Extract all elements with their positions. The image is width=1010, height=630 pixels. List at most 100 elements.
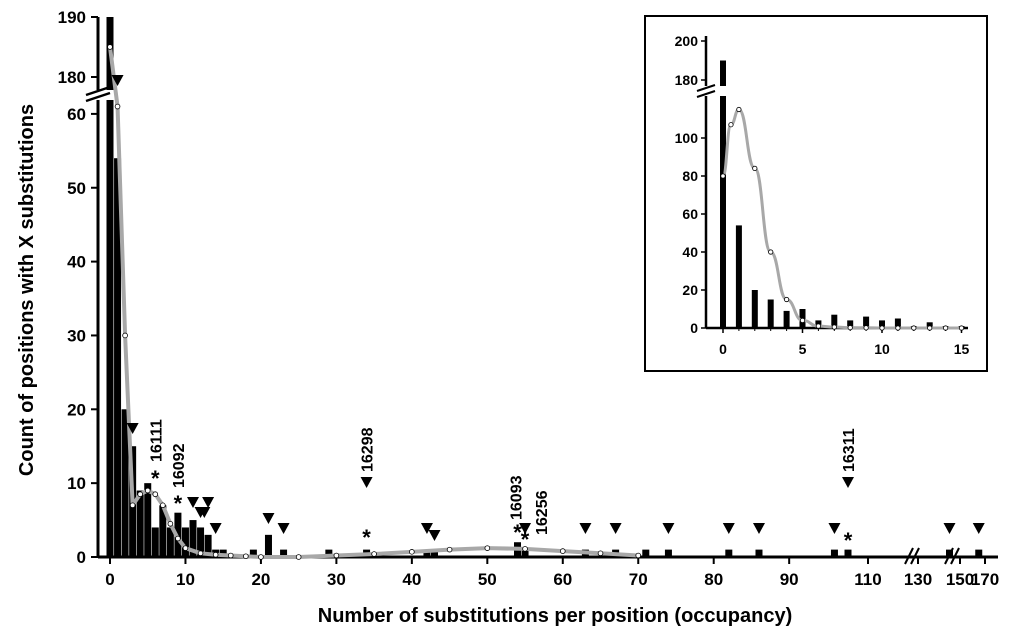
main-asterisk-marker: * (844, 528, 853, 553)
main-triangle-marker (972, 523, 985, 534)
inset-y-tick-label: 20 (682, 282, 698, 298)
main-bar (844, 549, 852, 557)
inset-bar (720, 96, 726, 328)
main-bar (642, 549, 650, 557)
inset-y-tick-label: 40 (682, 244, 698, 260)
main-x-tick-label: 70 (629, 570, 648, 589)
main-bar (144, 483, 152, 557)
main-fit-point (107, 44, 113, 50)
main-triangle-marker (519, 523, 532, 534)
main-fit-point (243, 553, 249, 560)
main-asterisk-marker: * (513, 520, 522, 545)
main-fit-point (371, 551, 377, 557)
main-x-tick-label: 10 (176, 570, 195, 589)
main-site-annotation: 16256 (534, 490, 551, 535)
main-triangle-marker (198, 507, 211, 518)
inset-y-tick-label: 80 (682, 168, 698, 184)
inset-bar (847, 320, 854, 328)
main-bar (264, 534, 272, 557)
main-fit-point (409, 549, 415, 555)
main-triangle-marker (828, 523, 841, 534)
inset-y-tick-label: 0 (690, 320, 698, 336)
main-x-break-mark (904, 547, 914, 565)
inset-bar (879, 320, 885, 328)
main-fit-point (635, 552, 642, 559)
main-bar (423, 549, 431, 557)
inset-chart: 0 20 40 60 80 100 180 200 0 5 10 15 (644, 15, 988, 372)
inset-bar (926, 322, 933, 328)
main-y-tick-label: 190 (58, 8, 86, 27)
main-triangle-marker (609, 523, 622, 534)
main-site-annotation: 16111 (148, 419, 165, 462)
inset-fit-point (736, 106, 742, 113)
inset-y-break-mark (696, 84, 716, 92)
main-x-tick-label: 150 (946, 570, 974, 589)
inset-fit-point (847, 325, 853, 331)
inset-y-tick-label: 200 (675, 33, 699, 49)
main-triangle-marker (428, 530, 441, 541)
main-triangle-marker (579, 523, 592, 534)
inset-fit-point (895, 325, 901, 331)
main-triangle-marker (662, 523, 675, 534)
main-bar (181, 527, 189, 557)
main-triangle-marker (262, 513, 275, 524)
main-bar (204, 534, 212, 557)
main-x-tick-label: 60 (553, 570, 572, 589)
main-y-break-mark (85, 85, 111, 97)
inset-bar (894, 318, 901, 328)
inset-fit-point (768, 249, 774, 255)
inset-fit-point (831, 324, 837, 330)
main-triangle-marker (360, 477, 373, 488)
inset-bar (767, 299, 774, 328)
inset-fit-point (958, 325, 965, 331)
main-x-tick-label: 0 (105, 570, 114, 589)
main-asterisk-marker: * (174, 491, 183, 516)
main-bar (189, 520, 197, 557)
main-triangle-marker (752, 523, 765, 534)
main-triangle-marker (277, 523, 290, 534)
inset-fit-point (942, 325, 949, 331)
inset-frame (644, 15, 988, 372)
main-fit-point (446, 546, 453, 553)
main-y-tick-label: 40 (67, 253, 86, 272)
main-bar (121, 409, 129, 557)
main-bar (664, 549, 672, 557)
inset-x-tick-label: 10 (874, 341, 890, 357)
inset-y-tick-label: 100 (675, 130, 699, 146)
main-triangle-marker (420, 523, 433, 534)
main-fit-point (559, 548, 566, 554)
main-bar (114, 158, 122, 557)
inset-bar (863, 316, 870, 328)
main-bar (106, 100, 114, 557)
inset-bar (751, 290, 758, 328)
inset-y-break-mark (696, 90, 716, 98)
inset-fit-point (728, 122, 734, 128)
main-site-annotation: 16311 (841, 428, 858, 472)
main-x-tick-label: 90 (780, 570, 799, 589)
inset-x-tick-label: 5 (799, 341, 807, 357)
main-x-tick-label: 50 (478, 570, 497, 589)
main-fit-point (122, 332, 128, 339)
main-x-tick-label: 40 (402, 570, 421, 589)
main-bar (136, 490, 144, 557)
inset-bar (720, 60, 726, 86)
inset-fit-point (879, 325, 885, 331)
main-x-tick-label: 170 (971, 570, 999, 589)
main-triangle-marker (722, 523, 735, 534)
main-fit-point (175, 535, 181, 542)
main-bar (325, 549, 333, 557)
main-fit-point (182, 545, 189, 551)
main-bar (830, 549, 838, 557)
main-site-annotation: 16298 (360, 427, 377, 472)
main-fit-point (597, 550, 604, 557)
main-x-tick-label: 20 (251, 570, 270, 589)
main-fit-point (212, 551, 219, 558)
inset-bar (783, 310, 790, 328)
main-bar (197, 527, 205, 557)
main-fit-point (197, 550, 204, 557)
main-asterisk-marker: * (151, 466, 160, 491)
main-fit-point (227, 552, 234, 559)
main-fit-point (160, 502, 166, 509)
inset-fit-point (799, 317, 806, 323)
inset-y-tick-label: 60 (682, 206, 698, 222)
